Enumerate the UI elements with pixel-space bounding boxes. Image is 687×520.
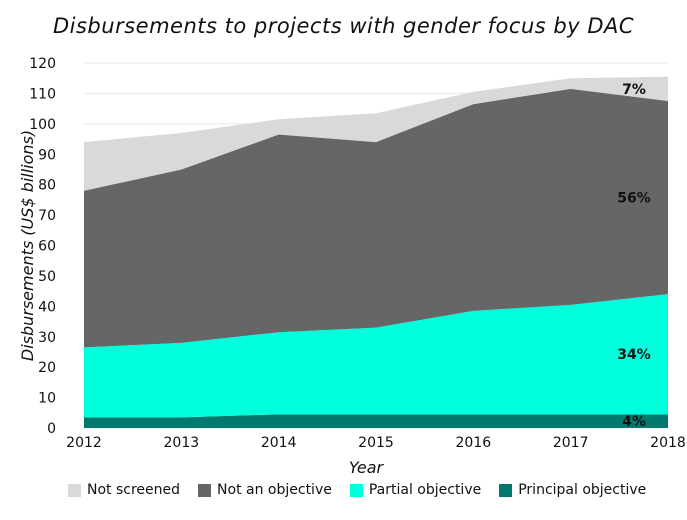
area-not-screened [84,76,668,191]
share-label: 7% [622,82,646,98]
chart-title: Disbursements to projects with gender fo… [52,14,635,38]
legend-label: Not an objective [217,482,332,498]
share-label: 56% [617,191,651,207]
legend-label: Principal objective [518,482,647,498]
legend-label: Not screened [87,482,181,498]
legend-item: Partial objective [349,482,482,498]
y-tick-label: 100 [29,117,56,133]
share-label: 4% [622,414,646,430]
area-principal-objective [84,414,668,428]
y-tick-label: 50 [38,269,56,285]
legend-swatch [198,483,212,497]
y-tick-label: 120 [29,56,56,72]
area-not-an-objective [84,88,668,348]
y-tick-label: 110 [29,86,56,102]
y-tick-label: 0 [47,421,56,437]
x-tick-label: 2014 [261,435,297,451]
area-partial-objective [84,294,668,418]
y-tick-label: 80 [38,178,56,194]
x-tick-label: 2018 [650,435,686,451]
x-tick-label: 2013 [164,435,200,451]
chart-legend: Not screened Not an objective Partial obje… [68,482,646,498]
y-tick-label: 70 [38,208,56,224]
y-tick-label: 30 [38,330,56,346]
x-tick-label: 2017 [553,435,589,451]
y-tick-label: 10 [38,391,56,407]
legend-label: Partial objective [368,482,482,498]
y-axis-label: Disbursements (US$ billions) [18,130,37,361]
legend-item: Not screened [68,482,180,498]
legend-item: Principal objective [499,482,646,498]
x-tick-label: 2016 [456,435,492,451]
x-tick-label: 2015 [358,435,394,451]
y-tick-label: 90 [38,147,56,163]
share-label: 34% [617,347,651,363]
x-axis-label: Year [349,458,385,477]
x-tick-label: 2012 [66,435,102,451]
y-tick-label: 40 [38,299,56,315]
legend-swatch [349,483,363,497]
y-tick-label: 20 [38,360,56,376]
legend-item: Not an objective [198,482,332,498]
y-tick-label: 60 [38,239,56,255]
legend-swatch [68,483,81,497]
legend-swatch [499,483,513,497]
